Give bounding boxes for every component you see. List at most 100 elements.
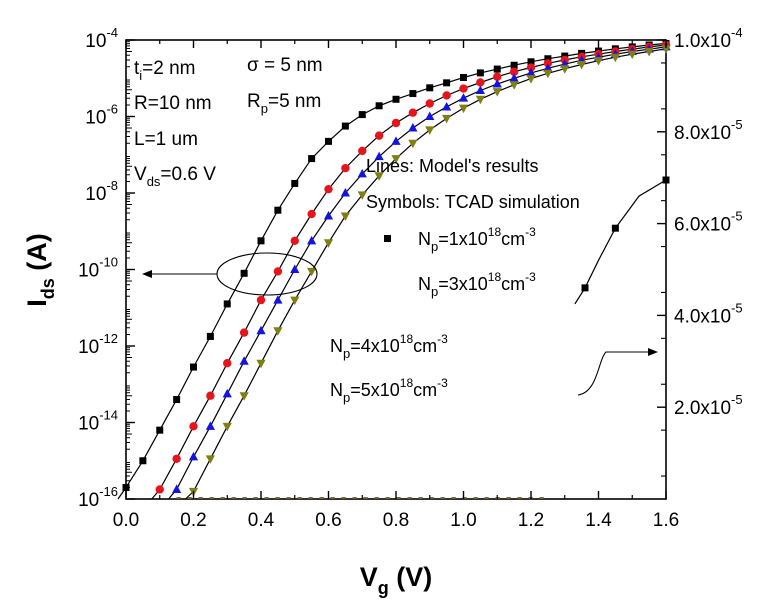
data-point-s2: [239, 328, 249, 337]
right-arrow-line: [577, 351, 650, 396]
data-point-s4: [408, 139, 418, 149]
data-point-s1: [544, 55, 552, 63]
data-point-s4: [577, 60, 587, 70]
data-point-s1: [156, 426, 164, 434]
data-point-s3: [391, 136, 401, 145]
data-point-s2: [223, 359, 232, 368]
legend-entry: Np=5x1018cm-3: [330, 376, 448, 405]
data-point-s3: [273, 295, 283, 304]
y-left-tick-label: 10-8: [85, 178, 118, 205]
data-point-s2: [408, 108, 418, 117]
data-point-s2: [155, 485, 164, 494]
data-point-s3: [205, 421, 215, 430]
y-left-tick-label: 10-6: [85, 102, 118, 129]
data-point-s1: [527, 58, 535, 66]
data-point-s1: [257, 237, 265, 245]
data-point-s4: [458, 104, 469, 114]
data-point-s1: [409, 90, 417, 98]
data-point-s3: [475, 85, 485, 94]
linear-data-point: [581, 284, 589, 292]
data-point-s2: [442, 91, 451, 100]
data-point-s2: [307, 209, 316, 219]
data-point-s3: [307, 235, 317, 245]
y-right-tick-label: 2.0x10-5: [674, 392, 743, 419]
data-point-s4: [239, 392, 249, 401]
x-tick-label: 0.0: [113, 510, 139, 531]
data-point-s2: [358, 146, 367, 156]
data-point-s4: [475, 95, 485, 105]
annotation-length: L=1 um: [134, 129, 198, 150]
left-axis-ellipse: [216, 252, 318, 296]
x-axis-title: Vg (V): [360, 562, 433, 598]
data-point-s2: [509, 67, 519, 76]
data-point-s4: [610, 53, 620, 63]
data-point-s3: [290, 264, 300, 273]
y-left-tick-label: 10-14: [78, 408, 118, 435]
x-tick-label: 0.6: [315, 510, 341, 531]
note-symbols-tcad: Symbols: TCAD simulation: [366, 192, 580, 212]
legend-marker-square: [384, 235, 391, 242]
data-point-s4: [323, 239, 334, 248]
y-left-tick-label: 10-10: [78, 255, 118, 282]
data-point-s1: [375, 102, 383, 110]
data-point-s2: [391, 118, 401, 128]
data-point-s4: [543, 69, 553, 79]
data-point-s3: [172, 484, 182, 493]
right-arrow-head-icon: [648, 348, 658, 356]
data-point-s2: [374, 131, 384, 140]
x-tick-label: 1.4: [585, 510, 612, 531]
data-point-s2: [526, 63, 536, 72]
data-point-s4: [205, 455, 215, 464]
annotation-radius: R=10 nm: [134, 93, 212, 114]
data-point-s3: [374, 151, 384, 161]
data-point-s4: [593, 57, 604, 66]
data-point-s1: [240, 269, 248, 277]
legend-entry: Np=3x1018cm-3: [418, 270, 536, 299]
data-point-s4: [290, 296, 300, 306]
data-point-s3: [492, 78, 502, 88]
data-point-s3: [222, 388, 232, 398]
data-point-s1: [291, 179, 299, 187]
y-left-tick-label: 10-4: [85, 25, 118, 52]
data-point-s1: [308, 155, 316, 163]
data-point-s3: [408, 122, 418, 132]
note-lines-model: Lines: Model's results: [366, 156, 539, 176]
x-tick-label: 0.4: [248, 510, 275, 531]
left-arrow-head-icon: [142, 270, 152, 278]
data-point-s3: [526, 67, 536, 77]
data-point-s1: [392, 95, 400, 103]
data-point-s2: [273, 267, 283, 276]
data-point-s1: [325, 137, 332, 145]
data-point-s3: [188, 451, 199, 461]
data-point-s2: [476, 78, 485, 87]
data-point-s3: [425, 111, 435, 120]
y-left-tick-label: 10-16: [78, 484, 118, 511]
data-point-s3: [340, 188, 350, 197]
data-point-s2: [425, 99, 434, 108]
y-left-tick-label: 10-12: [78, 331, 118, 358]
data-point-s4: [627, 50, 637, 60]
data-point-s2: [206, 391, 215, 400]
data-point-s3: [458, 93, 469, 102]
linear-data-point: [662, 176, 670, 184]
data-point-s1: [493, 65, 501, 73]
annotation-sigma: σ = 5 nm: [247, 55, 323, 76]
data-point-s1: [206, 332, 214, 340]
data-point-s1: [223, 300, 231, 308]
data-point-s2: [290, 236, 299, 246]
data-point-s3: [509, 73, 519, 82]
data-point-s4: [357, 191, 367, 200]
data-point-s2: [189, 422, 198, 431]
data-point-s1: [460, 73, 467, 81]
data-point-s1: [190, 363, 197, 371]
data-point-s4: [340, 212, 350, 221]
data-point-s4: [509, 81, 519, 90]
data-point-s4: [425, 126, 435, 135]
data-point-s1: [173, 396, 181, 404]
data-point-s2: [172, 454, 181, 464]
data-point-s4: [374, 172, 384, 181]
y-right-tick-label: 8.0x10-5: [674, 117, 743, 144]
data-point-s1: [510, 61, 518, 69]
data-point-s1: [426, 84, 434, 92]
